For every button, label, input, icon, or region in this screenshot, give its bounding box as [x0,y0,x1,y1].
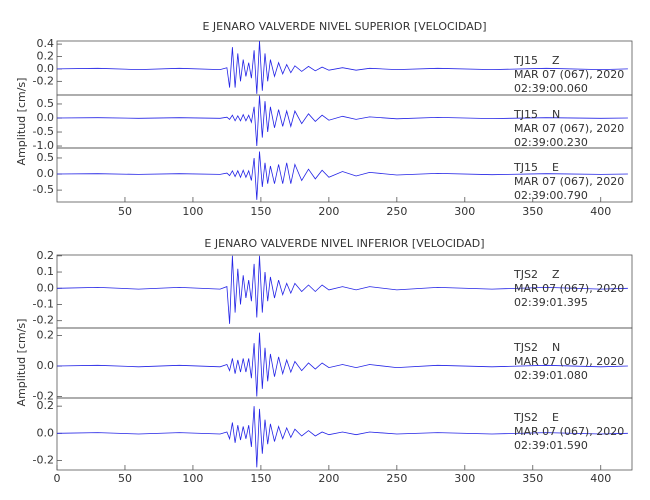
y-tick-label: 0.2 [37,50,55,63]
y-tick-label: 0.2 [37,329,55,342]
y-tick-label: 0.5 [37,151,55,164]
x-tick-label: 350 [522,472,543,485]
component-label: Z [552,268,560,281]
chart-title: E JENARO VALVERDE NIVEL SUPERIOR [VELOCI… [202,20,486,33]
component-label: Z [552,54,560,67]
x-tick-label: 200 [318,205,339,218]
x-tick-label: 350 [522,205,543,218]
y-tick-label: 0.0 [37,62,55,75]
y-tick-label: 0.2 [37,399,55,412]
waveform [56,151,628,200]
station-label: TJ15 [513,161,538,174]
station-label: TJ15 [513,54,538,67]
component-label: E [552,411,559,424]
waveform [56,406,628,468]
waveform [56,332,628,397]
panel-frame [56,397,633,471]
x-tick-label: 50 [118,472,132,485]
waveform [56,40,628,94]
time-label: 02:39:00.790 [514,189,588,202]
x-tick-label: 150 [250,472,271,485]
x-tick-label: 400 [590,472,611,485]
y-tick-label: 0.0 [37,167,55,180]
y-tick-label: -0.2 [33,389,54,402]
station-label: TJ15 [513,108,538,121]
y-tick-label: -0.2 [33,74,54,87]
x-tick-label: 100 [182,205,203,218]
y-tick-label: -1.0 [33,139,54,152]
waveform [56,255,628,324]
x-tick-label: 300 [454,205,475,218]
y-tick-label: 0.0 [37,111,55,124]
date-label: MAR 07 (067), 2020 [514,425,624,438]
time-label: 02:39:00.230 [514,136,588,149]
date-label: MAR 07 (067), 2020 [514,68,624,81]
date-label: MAR 07 (067), 2020 [514,122,624,135]
component-label: E [552,161,559,174]
y-tick-label: 0.5 [37,97,55,110]
x-tick-label: 150 [250,205,271,218]
chart-title: E JENARO VALVERDE NIVEL INFERIOR [VELOCI… [204,237,484,250]
y-tick-label: 0.0 [37,359,55,372]
x-tick-label: 250 [386,205,407,218]
time-label: 02:39:01.395 [514,296,588,309]
station-label: TJS2 [513,411,538,424]
x-tick-label: 200 [318,472,339,485]
y-tick-label: -0.2 [33,453,54,466]
date-label: MAR 07 (067), 2020 [514,355,624,368]
y-tick-label: 0.2 [37,249,55,262]
time-label: 02:39:00.060 [514,82,588,95]
x-tick-label: 400 [590,205,611,218]
date-label: MAR 07 (067), 2020 [514,282,624,295]
y-tick-label: 0.4 [37,37,55,50]
component-label: N [552,341,560,354]
x-tick-label: 50 [118,205,132,218]
y-tick-label: 0.0 [37,426,55,439]
x-tick-label: 0 [54,472,61,485]
x-tick-label: 300 [454,472,475,485]
date-label: MAR 07 (067), 2020 [514,175,624,188]
y-tick-label: 0.0 [37,281,55,294]
y-tick-label: -0.1 [33,297,54,310]
x-tick-label: 100 [182,472,203,485]
x-tick-label: 250 [386,472,407,485]
y-axis-label: Amplitud [cm/s] [15,78,28,166]
station-label: TJS2 [513,341,538,354]
component-label: N [552,108,560,121]
station-label: TJS2 [513,268,538,281]
panel-frame [56,147,633,203]
y-tick-label: -0.2 [33,314,54,327]
y-tick-label: -0.5 [33,125,54,138]
time-label: 02:39:01.590 [514,439,588,452]
time-label: 02:39:01.080 [514,369,588,382]
y-tick-label: 0.1 [37,265,55,278]
y-tick-label: -0.5 [33,183,54,196]
waveform [56,95,628,147]
y-axis-label: Amplitud [cm/s] [15,319,28,407]
